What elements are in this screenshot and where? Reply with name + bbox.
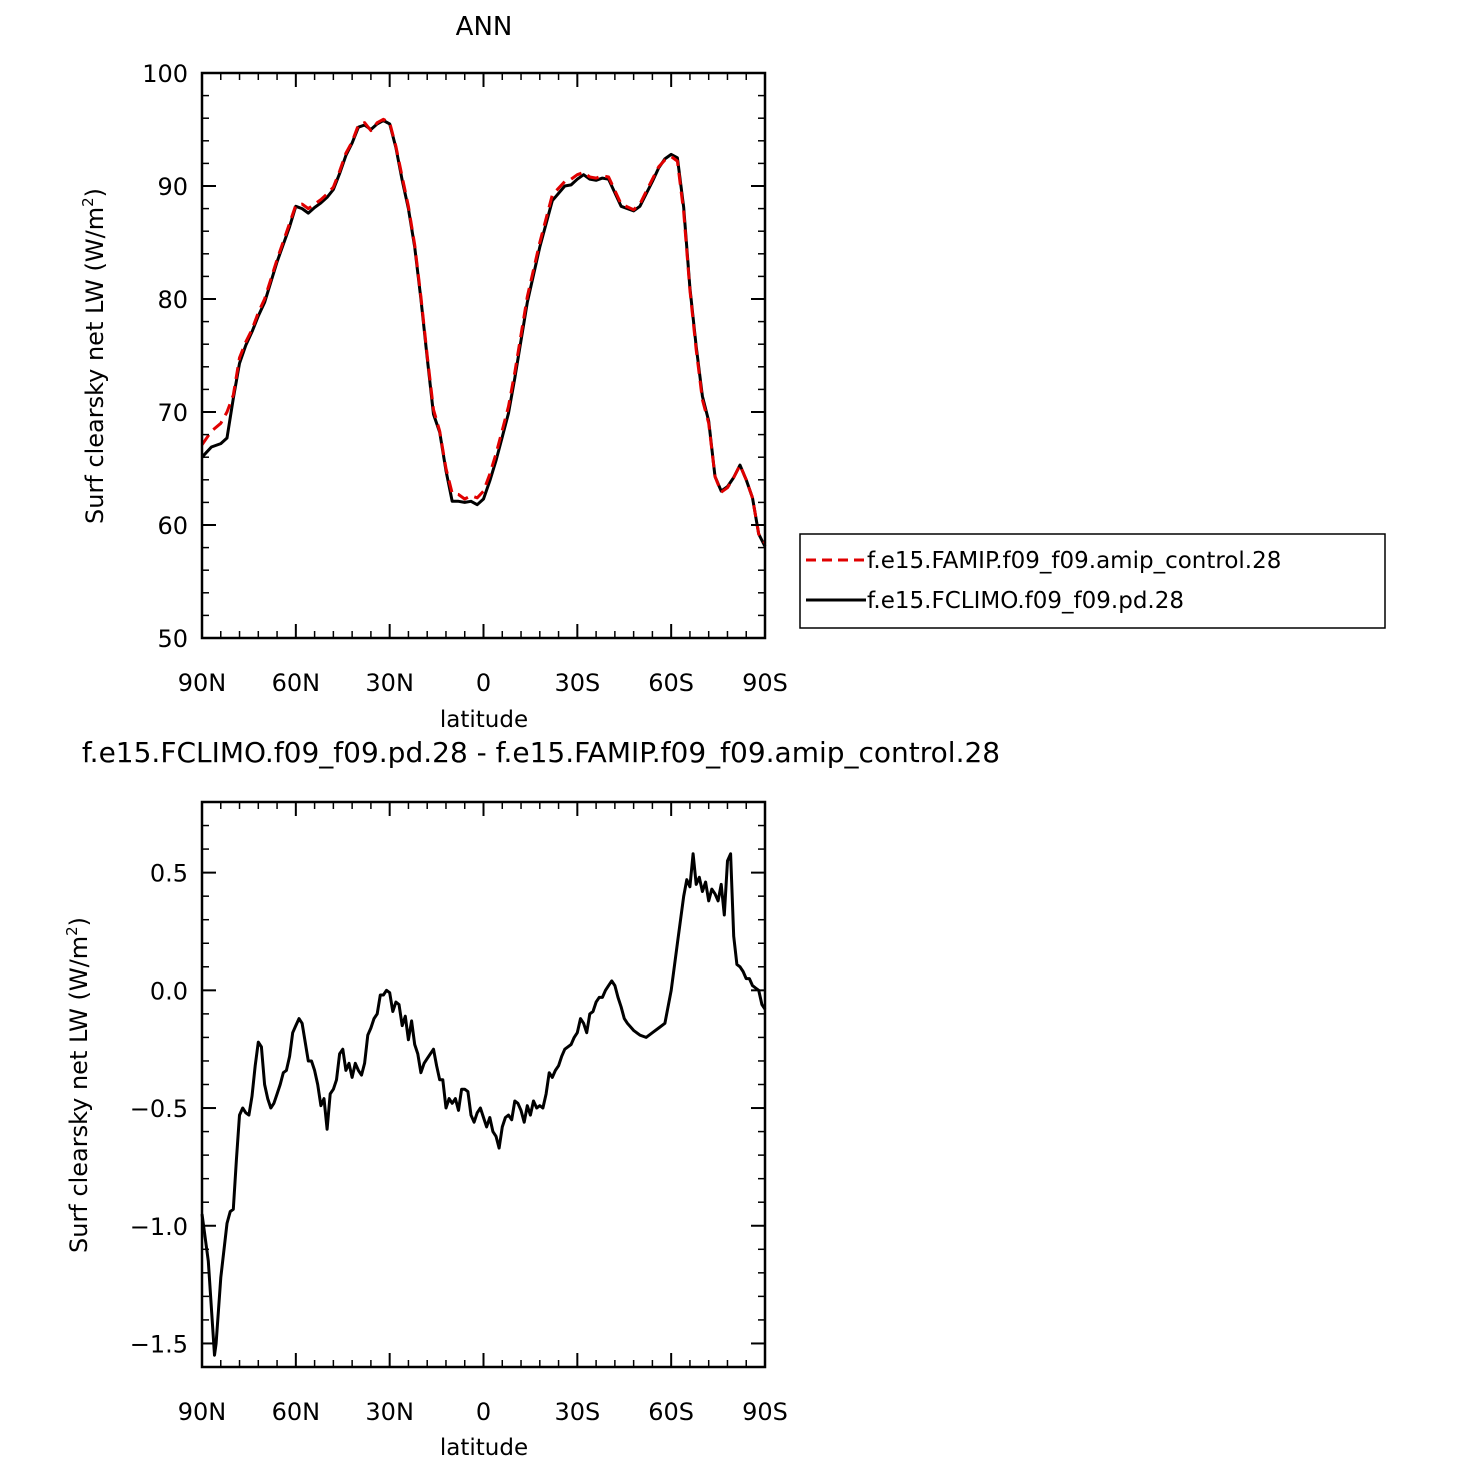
y-tick-label: −0.5 bbox=[130, 1095, 188, 1123]
x-tick-label: 90N bbox=[178, 1398, 227, 1426]
y-tick-label: 80 bbox=[157, 286, 188, 314]
top-chart-title: ANN bbox=[456, 12, 513, 42]
x-tick-label: 30S bbox=[554, 1398, 600, 1426]
legend-label-fclimo: f.e15.FCLIMO.f09_f09.pd.28 bbox=[867, 588, 1184, 614]
y-tick-label: 0.0 bbox=[150, 977, 188, 1005]
x-tick-label: 90S bbox=[742, 1398, 788, 1426]
chart-legend: f.e15.FAMIP.f09_f09.amip_control.28 f.e1… bbox=[799, 533, 1386, 629]
bottom-chart-title: f.e15.FCLIMO.f09_f09.pd.28 - f.e15.FAMIP… bbox=[82, 736, 1000, 769]
bottom-chart-xlabel: latitude bbox=[440, 1435, 528, 1461]
top-plot-frame bbox=[200, 71, 767, 640]
x-tick-label: 30N bbox=[365, 669, 414, 697]
legend-box bbox=[799, 533, 1386, 629]
x-tick-label: 60S bbox=[648, 669, 694, 697]
y-tick-label: 50 bbox=[157, 625, 188, 653]
y-tick-label: −1.5 bbox=[130, 1330, 188, 1358]
x-tick-label: 30S bbox=[554, 669, 600, 697]
legend-label-famip: f.e15.FAMIP.f09_f09.amip_control.28 bbox=[867, 548, 1281, 574]
y-tick-label: 0.5 bbox=[150, 860, 188, 888]
bottom-chart-ylabel: Surf clearsky net LW (W/m2) bbox=[63, 917, 93, 1253]
series-line-famip bbox=[200, 117, 767, 544]
bottom-chart-ticks: 90N 60N 30N 0 30S 60S 90S 0.5 0.0 −0.5 −1.0 −1.5 bbox=[130, 801, 788, 1426]
y-tick-label: 70 bbox=[157, 399, 188, 427]
y-tick-label: 100 bbox=[142, 60, 188, 88]
y-tick-label: 60 bbox=[157, 512, 188, 540]
x-tick-label: 60S bbox=[648, 1398, 694, 1426]
top-chart-ylabel: Surf clearsky net LW (W/m2) bbox=[79, 188, 109, 524]
bottom-chart-panel: f.e15.FCLIMO.f09_f09.pd.28 - f.e15.FAMIP… bbox=[63, 736, 1000, 1461]
x-tick-label: 60N bbox=[272, 669, 321, 697]
x-tick-label: 0 bbox=[476, 1398, 491, 1426]
top-chart-xlabel: latitude bbox=[440, 707, 528, 733]
top-chart-panel: ANN 90N 60N 30N 0 30S 60S 90S 100 90 80 70 60 50 lat… bbox=[79, 12, 1386, 733]
difference-line bbox=[200, 852, 767, 1357]
x-tick-label: 90N bbox=[178, 669, 227, 697]
top-chart-ticks: 90N 60N 30N 0 30S 60S 90S 100 90 80 70 60 50 bbox=[142, 60, 788, 697]
x-tick-label: 30N bbox=[365, 1398, 414, 1426]
x-tick-label: 90S bbox=[742, 669, 788, 697]
bottom-plot-frame bbox=[200, 800, 767, 1369]
y-tick-label: 90 bbox=[157, 173, 188, 201]
x-tick-label: 60N bbox=[272, 1398, 321, 1426]
y-tick-label: −1.0 bbox=[130, 1213, 188, 1241]
x-tick-label: 0 bbox=[476, 669, 491, 697]
